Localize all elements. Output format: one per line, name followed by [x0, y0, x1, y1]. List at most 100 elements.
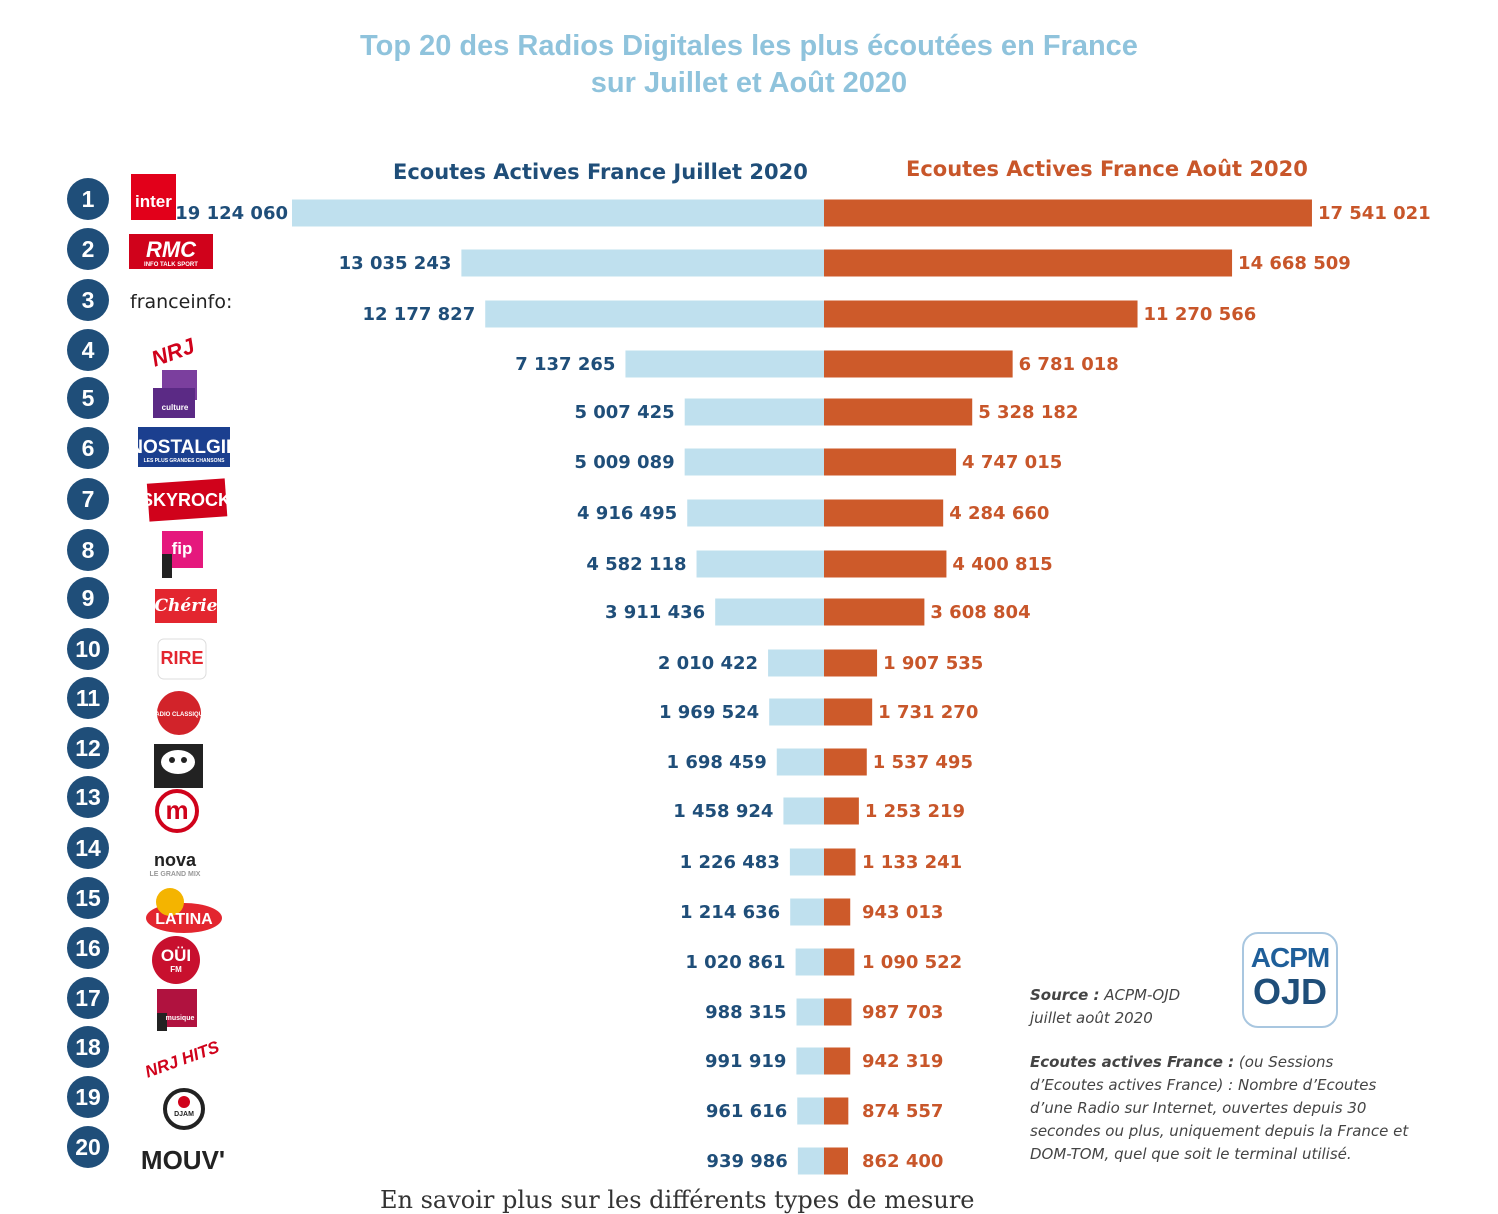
value-label-august: 17 541 021: [1318, 203, 1431, 224]
bar-august: [824, 199, 1312, 227]
acpm-logo-line2: OJD: [1252, 971, 1328, 1012]
value-label-august: 5 328 182: [978, 402, 1078, 423]
bar-july: [797, 1147, 824, 1175]
bar-august: [824, 1147, 848, 1175]
value-label-august: 6 781 018: [1019, 354, 1119, 375]
bar-august: [824, 748, 867, 776]
svg-text:Chérie: Chérie: [155, 596, 218, 616]
value-label-august: 14 668 509: [1238, 253, 1351, 274]
value-label-july: 3 911 436: [605, 602, 705, 623]
value-label-august: 943 013: [862, 902, 943, 923]
svg-text:LATINA: LATINA: [155, 911, 213, 928]
svg-text:musique: musique: [166, 1015, 195, 1022]
bar-july: [485, 300, 824, 328]
franceinfo-logo: franceinfo:: [130, 291, 232, 313]
value-label-august: 1 537 495: [873, 752, 973, 773]
rank-circle: [67, 727, 109, 769]
rank-number: 11: [76, 685, 101, 711]
djam-radio-logo: DJAM: [163, 1088, 205, 1130]
svg-text:NRJ HITS: NRJ HITS: [143, 1037, 223, 1082]
bar-august: [824, 948, 855, 976]
bar-july: [783, 797, 824, 825]
bar-july: [684, 448, 824, 476]
bar-august: [824, 898, 851, 926]
radio-cow-logo: [154, 744, 203, 788]
cherie-logo: Chérie: [155, 589, 218, 623]
bar-august: [824, 649, 878, 677]
value-label-july: 4 916 495: [577, 503, 677, 524]
svg-text:RMC: RMC: [146, 237, 197, 262]
svg-text:fip: fip: [172, 539, 193, 558]
svg-text:nova: nova: [154, 850, 197, 870]
rank-circle: [67, 478, 109, 520]
value-label-july: 19 124 060: [175, 203, 288, 224]
value-label-august: 874 557: [862, 1101, 943, 1122]
definition-label: Ecoutes actives France :: [1030, 1053, 1235, 1071]
rank-number: 1: [82, 186, 95, 212]
m-radio-logo: m: [155, 789, 199, 833]
value-label-august: 3 608 804: [930, 602, 1030, 623]
rank-number: 7: [82, 486, 95, 512]
rank-circle: [67, 427, 109, 469]
rank-number: 12: [75, 735, 101, 761]
bar-july: [715, 598, 824, 626]
france-inter-logo: inter: [131, 174, 176, 220]
rank-circle: [67, 329, 109, 371]
rank-circle: [67, 178, 109, 220]
value-label-july: 939 986: [706, 1151, 787, 1172]
value-label-july: 1 226 483: [680, 852, 780, 873]
value-label-july: 1 214 636: [680, 902, 780, 923]
bar-august: [824, 797, 859, 825]
fip-logo: fip: [162, 531, 203, 578]
rank-circle: [67, 776, 109, 818]
bar-august: [824, 848, 856, 876]
bar-august: [824, 350, 1013, 378]
definition-text: (ou Sessions d’Ecoutes actives France) :…: [1030, 1053, 1409, 1163]
cut-off-footer-text: En savoir plus sur les différents types …: [380, 1186, 975, 1214]
rire-et-chansons-logo: RIRE: [157, 638, 207, 680]
value-label-august: 1 133 241: [862, 852, 962, 873]
bar-august: [824, 1097, 849, 1125]
bar-august: [824, 550, 947, 578]
value-label-july: 5 009 089: [574, 452, 674, 473]
rank-circle: [67, 877, 109, 919]
value-label-july: 1 458 924: [673, 801, 773, 822]
acpm-ojd-logo: ACPM OJD: [1242, 932, 1338, 1028]
value-label-august: 1 253 219: [865, 801, 965, 822]
svg-text:MOUV': MOUV': [141, 1145, 225, 1175]
value-label-august: 1 090 522: [862, 952, 962, 973]
bar-august: [824, 998, 852, 1026]
svg-text:INFO TALK SPORT: INFO TALK SPORT: [144, 262, 198, 268]
value-label-july: 1 020 861: [685, 952, 785, 973]
value-label-july: 5 007 425: [574, 402, 674, 423]
svg-text:LE GRAND MIX: LE GRAND MIX: [150, 871, 201, 878]
svg-text:inter: inter: [135, 192, 172, 211]
svg-text:NRJ: NRJ: [148, 333, 199, 372]
latina-logo: LATINA: [146, 888, 222, 933]
bar-august: [824, 398, 973, 426]
svg-text:OÜI: OÜI: [161, 946, 191, 965]
rank-circle: [67, 827, 109, 869]
value-label-july: 991 919: [705, 1051, 786, 1072]
value-label-july: 1 969 524: [659, 702, 759, 723]
bar-july: [790, 898, 824, 926]
rank-circle: [67, 977, 109, 1019]
rank-circle: [67, 1076, 109, 1118]
svg-text:DJAM: DJAM: [174, 1111, 194, 1118]
rank-circle: [67, 279, 109, 321]
series-label-july: Ecoutes Actives France Juillet 2020: [393, 160, 808, 184]
rank-number: 17: [75, 985, 101, 1011]
source-period: juillet août 2020: [1030, 1009, 1153, 1027]
value-label-august: 4 747 015: [962, 452, 1062, 473]
rank-number: 16: [75, 935, 101, 961]
bar-july: [696, 550, 824, 578]
bar-july: [768, 649, 824, 677]
bar-july: [776, 748, 824, 776]
rank-circle: [67, 1026, 109, 1068]
value-label-july: 2 010 422: [658, 653, 758, 674]
bar-july: [687, 499, 824, 527]
